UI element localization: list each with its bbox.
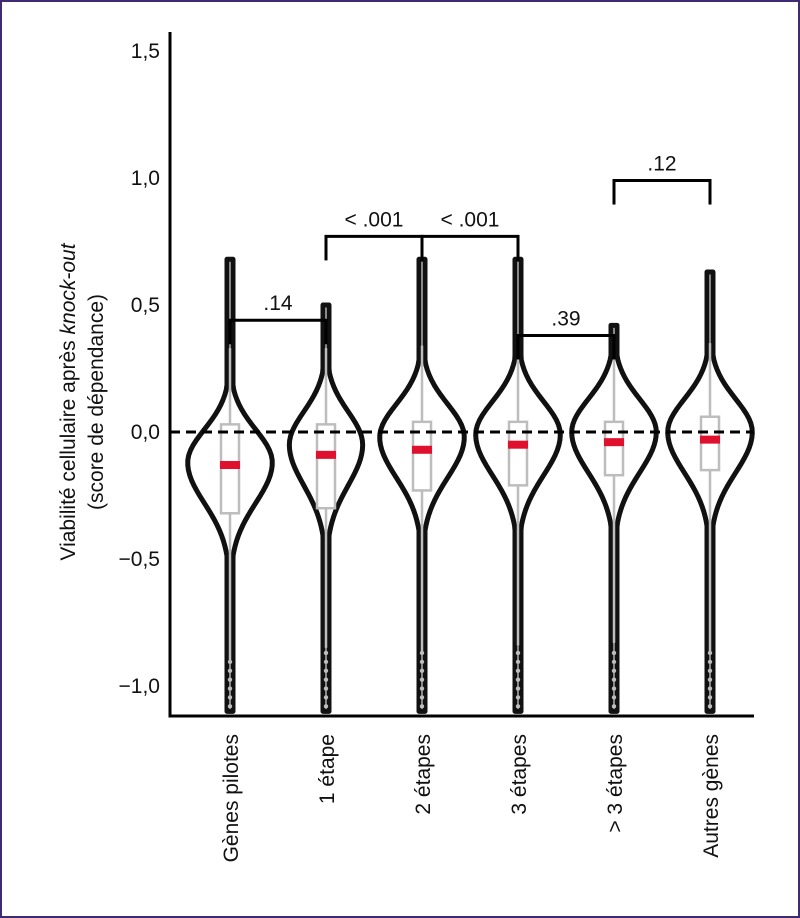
outlier-point — [707, 686, 713, 691]
outlier-point — [323, 677, 329, 682]
p-value-label: < .001 — [441, 208, 500, 231]
y-axis-label-line1-prefix: Viabilité cellulaire après — [57, 334, 80, 560]
y-tick-label: 1,0 — [131, 167, 160, 190]
outlier-point — [419, 704, 425, 709]
outlier-point — [227, 677, 233, 682]
y-axis: 1,5 1,0 0,5 0,0 −0,5 −1,0 — [119, 32, 754, 718]
outlier-point — [419, 668, 425, 673]
x-category-label: 1 étape — [316, 734, 339, 804]
outlier-point — [611, 659, 617, 665]
outlier-point — [611, 650, 617, 656]
violin-group — [473, 256, 563, 714]
violin-group — [286, 302, 366, 714]
median-marker — [604, 438, 624, 447]
outlier-point — [707, 677, 713, 682]
median-marker — [316, 450, 336, 459]
outlier-point — [707, 668, 713, 673]
comparison-brackets: .14 < .001 < .001 .39 .12 — [228, 153, 712, 360]
x-category-label: Gènes pilotes — [220, 734, 243, 862]
y-tick-label: 0,0 — [131, 421, 160, 444]
y-axis-label-line2: (score de dépendance) — [85, 294, 108, 510]
median-marker — [508, 440, 528, 449]
p-value-label: < .001 — [345, 208, 404, 231]
y-tick-label: 0,5 — [131, 294, 160, 317]
outlier-point — [323, 668, 329, 673]
y-axis-label-line1-italic: knock-out — [57, 242, 80, 334]
comparison-bracket: .12 — [612, 153, 712, 205]
comparison-bracket: .39 — [516, 307, 616, 360]
outlier-point — [611, 668, 617, 673]
p-value-label: .39 — [551, 307, 580, 330]
violin-group — [377, 256, 467, 714]
outlier-point — [515, 659, 521, 665]
outlier-point — [227, 659, 233, 665]
y-tick-label: −0,5 — [119, 548, 160, 571]
violin-group — [185, 256, 275, 714]
x-category-label: 2 étapes — [412, 734, 435, 815]
x-category-label: 3 étapes — [508, 734, 531, 815]
y-tick-label: 1,5 — [131, 40, 160, 63]
outlier-point — [515, 704, 521, 709]
p-value-label: .14 — [263, 292, 293, 315]
outlier-point — [323, 695, 329, 700]
iqr-box — [507, 420, 529, 487]
outlier-point — [419, 695, 425, 700]
outlier-point — [323, 650, 329, 656]
outlier-point — [323, 686, 329, 691]
outlier-point — [515, 650, 521, 656]
comparison-bracket: < .001 — [324, 208, 424, 261]
violin-group — [569, 322, 659, 714]
outlier-point — [227, 686, 233, 691]
outlier-point — [707, 695, 713, 700]
x-category-label: > 3 étapes — [604, 734, 627, 833]
y-axis-label: Viabilité cellulaire après knock-out (sc… — [57, 242, 108, 560]
outlier-point — [323, 704, 329, 709]
outlier-point — [419, 650, 425, 656]
outlier-point — [227, 695, 233, 700]
median-marker — [412, 445, 432, 454]
outlier-point — [707, 704, 713, 709]
violins — [170, 256, 755, 714]
violin-shape — [185, 256, 275, 714]
outlier-point — [323, 659, 329, 665]
x-axis-labels: Gènes pilotes 1 étape 2 étapes 3 étapes > 3 … — [220, 734, 723, 862]
outlier-point — [419, 659, 425, 665]
comparison-bracket: < .001 — [420, 208, 520, 261]
outlier-point — [515, 695, 521, 700]
outlier-point — [227, 668, 233, 673]
iqr-box — [603, 420, 625, 477]
median-marker — [700, 435, 720, 444]
outlier-point — [707, 659, 713, 665]
outlier-point — [611, 686, 617, 691]
outlier-point — [419, 686, 425, 691]
outlier-point — [515, 677, 521, 682]
comparison-bracket: .14 — [228, 292, 328, 345]
outlier-point — [515, 668, 521, 673]
p-value-label: .12 — [647, 153, 676, 176]
y-axis-label-line1: Viabilité cellulaire après knock-out — [57, 242, 80, 560]
violin-group — [665, 269, 755, 714]
median-marker — [220, 461, 240, 470]
outlier-point — [707, 650, 713, 656]
violin-shape — [377, 256, 467, 714]
outlier-point — [515, 686, 521, 691]
outlier-point — [611, 695, 617, 700]
outlier-point — [227, 704, 233, 709]
outlier-point — [611, 677, 617, 682]
iqr-box — [315, 423, 337, 510]
outlier-point — [419, 677, 425, 682]
iqr-box — [411, 420, 433, 492]
y-tick-label: −1,0 — [119, 675, 160, 698]
outlier-point — [611, 704, 617, 709]
x-category-label: Autres gènes — [700, 734, 723, 858]
